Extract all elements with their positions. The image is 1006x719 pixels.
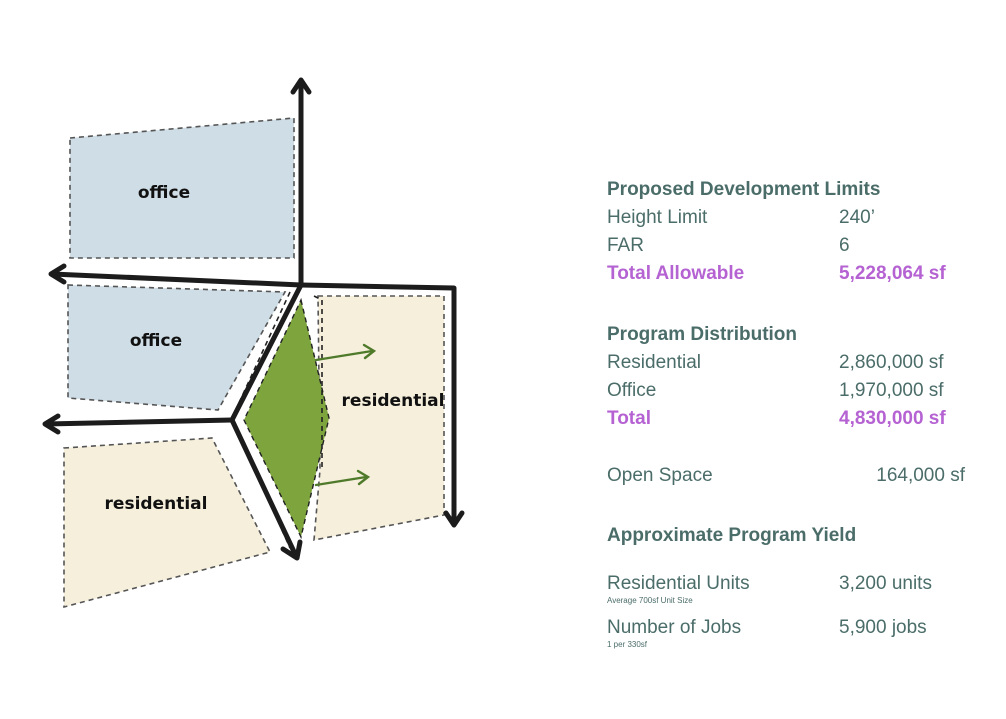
label-office-top: office: [138, 183, 190, 203]
axis-east-south: [298, 282, 457, 526]
yield-row-jobs: Number of Jobs 5,900 jobs: [607, 614, 987, 642]
residential-value: 2,860,000 sf: [839, 352, 944, 373]
limits-row-total-allowable: Total Allowable 5,228,064 sf: [607, 260, 987, 288]
total-allowable-value: 5,228,064 sf: [839, 263, 946, 284]
axis-diagonal-arrowhead: [280, 539, 303, 561]
green-arrow-lower: [314, 475, 368, 487]
residential-units-label: Residential Units: [607, 573, 750, 594]
label-residential-left: residential: [105, 494, 208, 514]
site-diagram: office office residential residential: [42, 77, 465, 609]
limits-row-height: Height Limit 240’: [607, 204, 987, 232]
axis-west-lower: [43, 417, 235, 427]
far-value: 6: [839, 235, 850, 256]
residential-units-note: Average 700sf Unit Size: [607, 596, 693, 605]
office-value: 1,970,000 sf: [839, 380, 944, 401]
label-office-middle: office: [130, 331, 182, 351]
total-label: Total: [607, 408, 651, 429]
distribution-row-residential: Residential 2,860,000 sf: [607, 349, 987, 377]
total-value: 4,830,000 sf: [839, 408, 946, 429]
development-summary-panel: Proposed Development Limits Height Limit…: [607, 176, 987, 650]
jobs-note: 1 per 330sf: [607, 640, 648, 649]
axis-east-south-arrowhead: [443, 510, 465, 528]
height-limit-value: 240’: [839, 207, 875, 228]
open-space-arrows: [314, 343, 377, 487]
residential-zone-right: [313, 295, 445, 541]
residential-zone-left: [63, 437, 272, 609]
residential-units-value: 3,200 units: [839, 573, 932, 594]
jobs-value: 5,900 jobs: [839, 617, 927, 638]
street-axes: [42, 77, 465, 561]
office-label: Office: [607, 380, 657, 401]
open-space-label: Open Space: [607, 465, 713, 486]
office-zone-top: [69, 117, 295, 259]
far-label: FAR: [607, 235, 644, 256]
label-residential-right: residential: [342, 391, 445, 411]
total-allowable-label: Total Allowable: [607, 263, 745, 284]
open-space-zone: [243, 297, 330, 540]
jobs-label: Number of Jobs: [607, 617, 742, 638]
limits-title: Proposed Development Limits: [607, 179, 881, 200]
street-edge-right: [313, 295, 323, 470]
distribution-title: Program Distribution: [607, 324, 798, 345]
distribution-row-total: Total 4,830,000 sf: [607, 405, 987, 433]
green-arrow-lower-head: [356, 469, 371, 486]
open-space-value: 164,000 sf: [876, 465, 965, 486]
axis-north-arrowhead: [290, 77, 312, 95]
yield-title: Approximate Program Yield: [607, 525, 857, 546]
axis-west-upper-arrowhead: [48, 263, 67, 285]
open-space-row: Open Space 164,000 sf: [607, 462, 987, 490]
height-limit-label: Height Limit: [607, 207, 708, 228]
axis-west-lower-arrowhead: [42, 413, 61, 435]
distribution-row-office: Office 1,970,000 sf: [607, 377, 987, 405]
green-arrow-upper: [314, 349, 374, 362]
green-arrow-upper-head: [362, 343, 377, 360]
residential-label: Residential: [607, 352, 701, 373]
limits-row-far: FAR 6: [607, 232, 987, 260]
axis-west-upper: [49, 271, 304, 288]
yield-row-units: Residential Units 3,200 units: [607, 570, 987, 598]
office-zone-middle: [67, 284, 287, 411]
